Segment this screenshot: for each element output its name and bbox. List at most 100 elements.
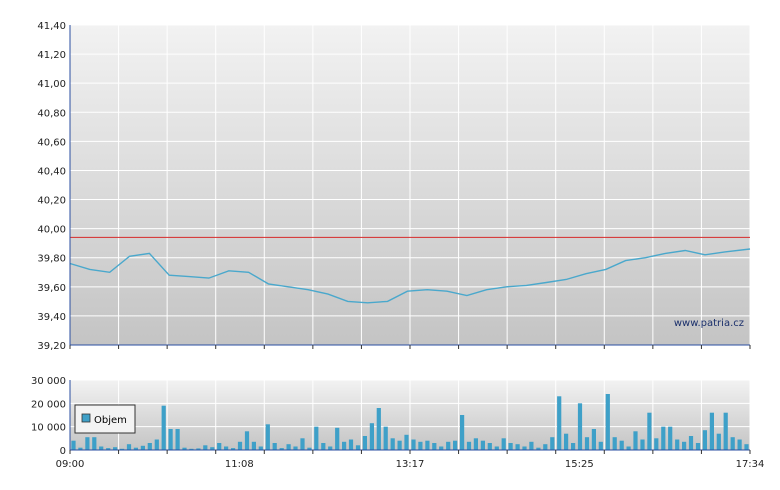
- volume-bar: [362, 436, 367, 450]
- volume-bar: [418, 441, 423, 450]
- volume-bar: [140, 445, 145, 450]
- volume-bar: [348, 439, 354, 450]
- volume-bar: [619, 440, 624, 450]
- volume-bar: [577, 403, 583, 450]
- volume-bar: [536, 447, 541, 450]
- volume-bar: [231, 448, 236, 450]
- volume-bar: [314, 426, 319, 450]
- volume-bar: [307, 447, 312, 450]
- price-line: [69, 248, 751, 304]
- x-tick-label: 09:00: [56, 459, 85, 470]
- legend-label: Objem: [94, 415, 127, 426]
- volume-bar: [571, 443, 576, 450]
- volume-bar: [557, 396, 562, 450]
- x-tick-label: 11:08: [225, 459, 254, 470]
- volume-bar: [196, 448, 201, 450]
- volume-bar: [286, 444, 291, 450]
- volume-bars: [71, 394, 749, 450]
- x-tick-label: 15:25: [565, 459, 594, 470]
- volume-bar: [709, 412, 714, 450]
- volume-bar: [224, 446, 229, 450]
- volume-bar: [425, 440, 430, 450]
- price-y-ticks: 41,40 41,20 41,00 40,80 40,60 40,40 40,20 40,00…: [37, 21, 66, 352]
- volume-bar: [120, 448, 125, 450]
- volume-bar: [460, 415, 465, 450]
- volume-bar: [154, 439, 159, 450]
- volume-bar: [487, 443, 492, 450]
- volume-bar: [612, 437, 617, 450]
- volume-bar: [321, 443, 326, 450]
- volume-bar: [272, 443, 277, 450]
- price-tick-label: 39,80: [37, 254, 66, 265]
- volume-tick-label: 20 000: [31, 399, 66, 410]
- volume-bar: [647, 412, 652, 450]
- volume-bar: [265, 424, 270, 450]
- volume-legend: Objem: [74, 404, 136, 434]
- x-tick-label: 17:34: [736, 459, 765, 470]
- volume-bar: [126, 444, 132, 450]
- volume-bar: [522, 446, 527, 450]
- volume-bar: [244, 431, 250, 450]
- volume-bar: [113, 447, 118, 450]
- volume-bar: [390, 438, 395, 450]
- volume-bar: [328, 446, 333, 450]
- price-tick-label: 39,40: [37, 312, 66, 323]
- price-tick-label: 39,20: [37, 341, 66, 352]
- volume-bar: [605, 394, 610, 450]
- price-tick-label: 39,60: [37, 283, 66, 294]
- volume-bar: [501, 438, 506, 450]
- volume-bar: [591, 429, 596, 450]
- volume-tick-label: 30 000: [31, 376, 66, 387]
- volume-bar: [661, 426, 666, 450]
- volume-bar: [404, 434, 409, 450]
- volume-bar: [508, 443, 513, 450]
- volume-y-ticks: 30 000 20 000 10 000 0: [31, 376, 66, 457]
- volume-bar: [543, 444, 548, 450]
- volume-bar: [584, 437, 590, 450]
- volume-bar: [723, 412, 728, 450]
- volume-bar: [258, 446, 263, 450]
- volume-bar: [147, 443, 152, 450]
- volume-bar: [376, 408, 381, 450]
- volume-bar: [695, 443, 701, 450]
- volume-bar: [515, 444, 520, 450]
- price-grid: [70, 24, 751, 346]
- volume-bar: [210, 447, 215, 450]
- x-axis-ticks: 09:00 11:08 13:17 15:25 17:34: [56, 345, 765, 470]
- volume-bar: [300, 438, 305, 450]
- volume-bar: [446, 441, 451, 450]
- volume-bar: [189, 448, 194, 450]
- x-tick-label: 13:17: [396, 459, 425, 470]
- volume-bar: [737, 439, 742, 450]
- volume-bar: [279, 448, 284, 450]
- volume-bar: [598, 441, 603, 450]
- price-tick-label: 41,00: [37, 79, 66, 90]
- volume-bar: [237, 441, 243, 450]
- volume-bar: [668, 426, 673, 450]
- volume-bar: [702, 430, 707, 450]
- volume-bar: [675, 439, 680, 450]
- volume-bar: [480, 440, 485, 450]
- volume-tick-label: 0: [60, 446, 66, 457]
- price-tick-label: 40,80: [37, 108, 66, 119]
- volume-bar: [355, 445, 361, 450]
- price-tick-label: 40,20: [37, 196, 66, 207]
- volume-bar: [453, 440, 458, 450]
- volume-bar: [78, 447, 83, 450]
- volume-bar: [411, 439, 416, 450]
- volume-bar: [473, 438, 478, 450]
- volume-bar: [106, 448, 111, 450]
- volume-bar: [92, 437, 97, 450]
- volume-bar: [466, 441, 472, 450]
- volume-bar: [85, 437, 90, 450]
- price-tick-label: 41,20: [37, 50, 66, 61]
- volume-bar: [217, 443, 222, 450]
- legend-swatch: [81, 413, 91, 423]
- volume-bar: [369, 423, 374, 450]
- volume-bar: [744, 444, 749, 450]
- volume-bar: [439, 446, 444, 450]
- volume-bar: [251, 441, 256, 450]
- volume-bar: [175, 429, 180, 450]
- volume-bar: [383, 426, 388, 450]
